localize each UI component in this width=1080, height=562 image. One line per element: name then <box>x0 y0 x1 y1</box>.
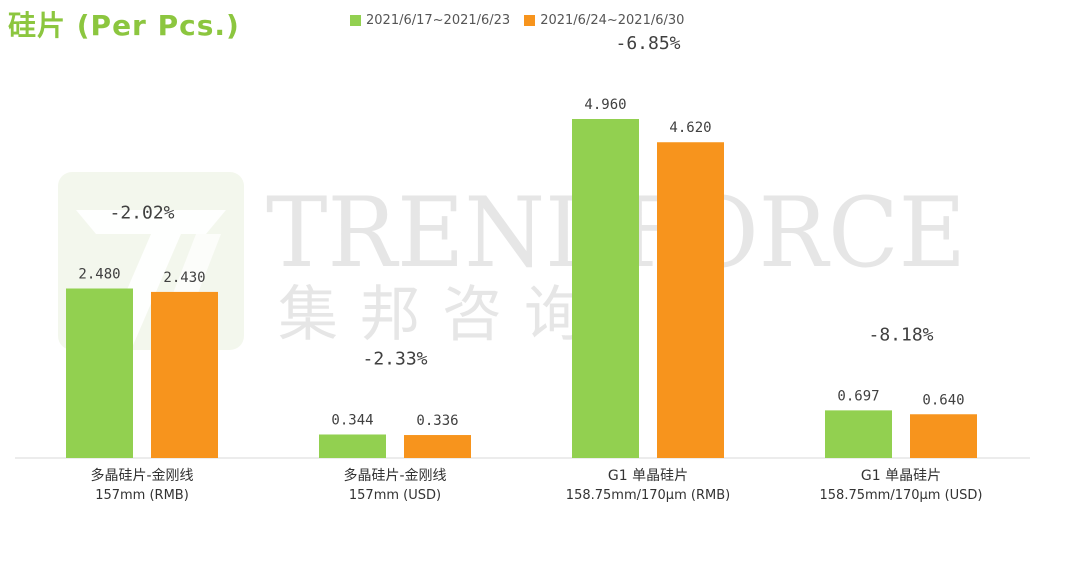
category-label-1: 多晶硅片-金刚线 157mm (RMB) <box>32 466 252 506</box>
data-label-cat2-series2: 0.336 <box>416 413 458 429</box>
bar-cat3-series2 <box>657 142 724 458</box>
legend-swatch-week2 <box>524 15 536 26</box>
chart-title: 硅片 (Per Pcs.) <box>8 9 240 42</box>
data-label-cat3-series2: 4.620 <box>669 120 711 136</box>
bar-cat1-series2 <box>151 291 218 458</box>
data-label-cat1-series2: 2.430 <box>163 270 205 286</box>
legend: 2021/6/17~2021/6/23 2021/6/24~2021/6/30 <box>350 13 684 28</box>
category-label-3: G1 单晶硅片 158.75mm/170μm (RMB) <box>538 466 758 506</box>
category-label-line1: 多晶硅片-金刚线 <box>343 468 447 484</box>
legend-label-week1: 2021/6/17~2021/6/23 <box>366 13 511 28</box>
change-label-cat1: -2.02% <box>109 203 174 224</box>
category-label-line1: G1 单晶硅片 <box>607 468 689 484</box>
data-label-cat1-series1: 2.480 <box>78 267 120 283</box>
data-label-cat3-series1: 4.960 <box>584 97 626 113</box>
legend-item-week2: 2021/6/24~2021/6/30 <box>524 13 684 28</box>
bar-cat1-series1 <box>66 288 133 458</box>
category-label-4: G1 单晶硅片 158.75mm/170μm (USD) <box>791 466 1011 506</box>
data-label-cat4-series2: 0.640 <box>922 392 964 408</box>
bar-cat3-series1 <box>572 119 639 458</box>
category-label-line2: 158.75mm/170μm (USD) <box>819 488 983 503</box>
category-label-line2: 157mm (RMB) <box>95 488 189 503</box>
category-label-line2: 158.75mm/170μm (RMB) <box>565 488 731 503</box>
category-label-2: 多晶硅片-金刚线 157mm (USD) <box>285 466 505 506</box>
bar-cat2-series1 <box>319 434 386 458</box>
legend-label-week2: 2021/6/24~2021/6/30 <box>540 13 685 28</box>
bar-cat2-series2 <box>404 435 471 458</box>
change-label-cat2: -2.33% <box>362 348 427 369</box>
change-label-cat3: -6.85% <box>615 33 680 54</box>
data-label-cat4-series1: 0.697 <box>837 388 879 404</box>
legend-item-week1: 2021/6/17~2021/6/23 <box>350 13 510 28</box>
bar-cat4-series2 <box>910 414 977 458</box>
category-label-line1: 多晶硅片-金刚线 <box>90 468 194 484</box>
category-label-line2: 157mm (USD) <box>348 488 442 503</box>
change-label-cat4: -8.18% <box>868 324 933 345</box>
bar-cat4-series1 <box>825 410 892 458</box>
data-label-cat2-series1: 0.344 <box>331 412 373 428</box>
legend-swatch-week1 <box>350 15 361 26</box>
category-label-line1: G1 单晶硅片 <box>860 468 942 484</box>
